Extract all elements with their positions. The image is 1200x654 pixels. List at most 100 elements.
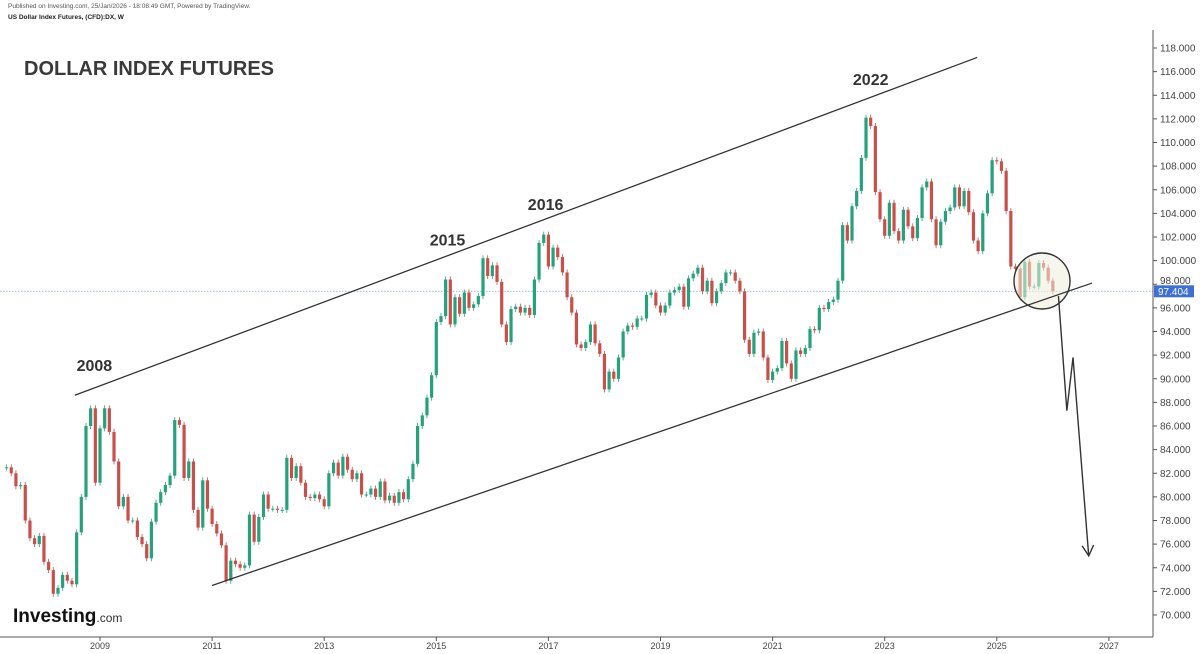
- candle: [612, 371, 616, 379]
- candle: [117, 461, 121, 507]
- projection-arrow: [1057, 296, 1090, 556]
- candle: [752, 332, 756, 354]
- candle: [551, 247, 555, 267]
- candle: [131, 520, 135, 522]
- candle: [813, 329, 817, 331]
- upper-channel-trendline: [74, 56, 978, 396]
- candle: [336, 462, 340, 476]
- candle: [182, 424, 186, 478]
- candle: [686, 278, 691, 307]
- candle: [546, 234, 550, 267]
- candle: [145, 544, 149, 559]
- candle: [710, 280, 714, 304]
- candle: [1013, 266, 1018, 269]
- candle: [387, 495, 392, 501]
- candle: [584, 342, 588, 349]
- y-tick-label: 108.000: [1160, 162, 1197, 173]
- candle: [135, 520, 139, 538]
- candle: [803, 348, 807, 354]
- candle: [799, 350, 803, 354]
- candle: [672, 290, 677, 293]
- candle: [233, 560, 238, 565]
- candle: [350, 469, 354, 480]
- y-tick-label: 96.000: [1160, 303, 1191, 314]
- candle: [84, 426, 88, 497]
- candle: [869, 117, 873, 126]
- arrowhead-icon: [1081, 544, 1095, 558]
- candle: [700, 267, 705, 292]
- candle: [303, 482, 308, 497]
- candle: [481, 258, 485, 297]
- candle: [47, 561, 51, 571]
- lower-channel-trendline: [211, 282, 1093, 587]
- candle: [411, 463, 415, 480]
- candle: [742, 291, 747, 340]
- candle: [369, 488, 373, 495]
- candle: [500, 281, 504, 325]
- candle: [957, 187, 962, 207]
- annotations: 2008 2015 2016 2022: [74, 56, 1095, 587]
- candle: [789, 363, 793, 379]
- candle: [28, 520, 32, 539]
- chart-title: DOLLAR INDEX FUTURES: [24, 58, 274, 80]
- candle: [261, 494, 266, 517]
- candle: [887, 202, 891, 236]
- candle: [761, 331, 765, 358]
- candle: [112, 431, 116, 462]
- candle: [593, 324, 597, 344]
- y-tick-label: 76.000: [1160, 540, 1191, 551]
- candle: [154, 502, 158, 522]
- y-tick-label: 116.000: [1160, 67, 1196, 78]
- candle: [79, 496, 83, 533]
- candle: [224, 545, 228, 581]
- candle: [528, 307, 532, 315]
- candle: [607, 371, 611, 390]
- candle: [691, 273, 695, 279]
- candle: [556, 247, 560, 258]
- candle: [126, 496, 130, 521]
- candle: [509, 309, 513, 343]
- x-tick-label: 2027: [1099, 641, 1119, 651]
- candle: [266, 494, 270, 509]
- candle: [56, 587, 60, 594]
- last-price-label: 97.404: [1158, 287, 1189, 298]
- candle: [252, 514, 256, 542]
- candle: [299, 466, 303, 483]
- candle: [808, 329, 812, 349]
- candle: [331, 462, 336, 474]
- y-tick-label: 74.000: [1160, 563, 1191, 574]
- candle: [981, 213, 985, 252]
- candle: [925, 181, 929, 188]
- candle: [915, 218, 919, 239]
- y-tick-label: 82.000: [1160, 469, 1191, 480]
- candle: [934, 219, 938, 246]
- x-tick-label: 2021: [763, 641, 783, 651]
- y-tick-label: 114.000: [1160, 91, 1196, 102]
- candle: [201, 480, 205, 528]
- candle: [677, 286, 681, 291]
- candle: [785, 340, 789, 364]
- candle: [75, 532, 79, 585]
- candle: [327, 473, 331, 507]
- candle: [794, 350, 798, 379]
- candle: [1009, 211, 1013, 267]
- candle: [911, 226, 915, 239]
- candle: [430, 375, 434, 398]
- candle: [486, 258, 490, 276]
- candle: [317, 494, 322, 500]
- candle: [504, 324, 508, 343]
- candle: [420, 415, 424, 426]
- candle: [238, 564, 242, 568]
- candle: [472, 304, 476, 308]
- candle: [383, 481, 387, 501]
- candle: [967, 190, 971, 213]
- candle: [107, 408, 111, 432]
- candle: [93, 408, 97, 483]
- candle: [271, 508, 275, 510]
- candle: [444, 279, 448, 317]
- candle: [640, 318, 644, 320]
- candle: [682, 286, 686, 307]
- candle: [929, 181, 934, 220]
- candle: [878, 192, 882, 220]
